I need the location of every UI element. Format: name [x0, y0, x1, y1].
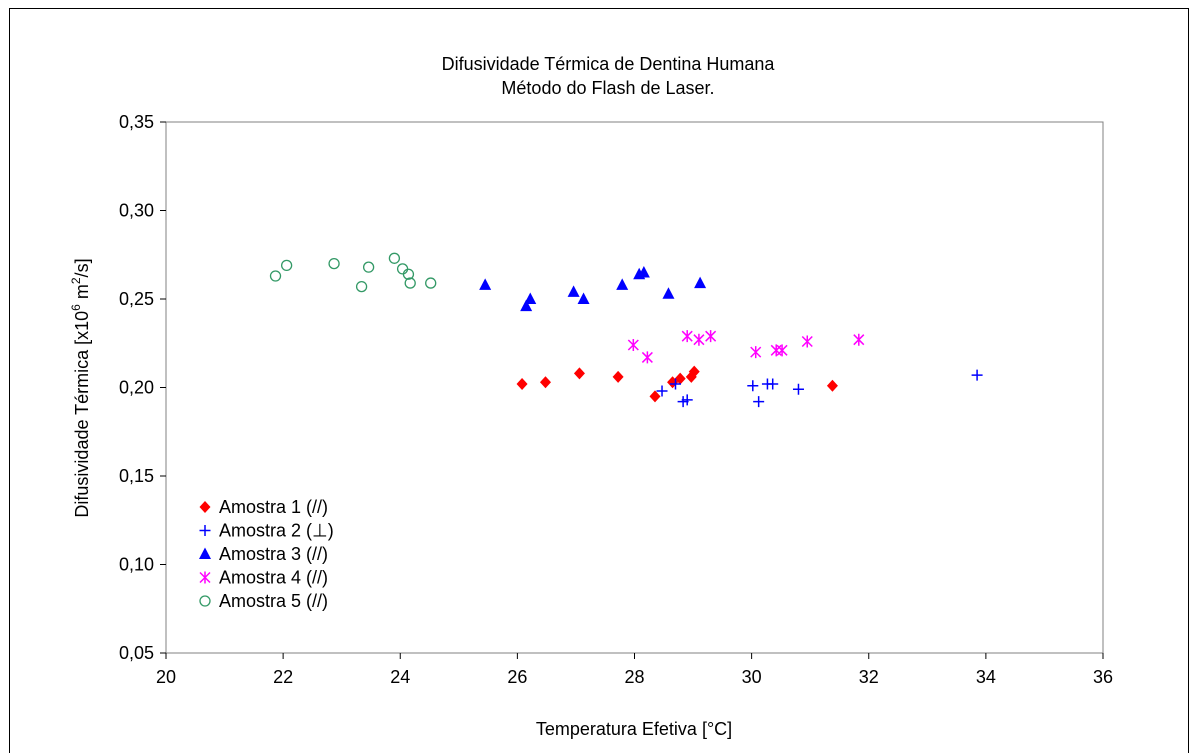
data-point-series-1 — [516, 377, 528, 390]
data-point-series-3 — [662, 287, 675, 299]
legend-label-1: Amostra 1 (//) — [219, 497, 328, 517]
data-point-series-1 — [612, 370, 624, 383]
data-point-series-3 — [520, 299, 533, 312]
data-point-series-4 — [705, 330, 717, 343]
data-point-series-4 — [627, 339, 639, 352]
data-point-series-1 — [688, 365, 700, 378]
y-tick-label: 0,30 — [119, 201, 154, 221]
x-tick-label: 24 — [390, 667, 410, 687]
y-tick-label: 0,15 — [119, 466, 154, 486]
legend-marker-3 — [199, 547, 211, 559]
data-point-series-3 — [694, 276, 707, 289]
data-point-series-4 — [801, 335, 813, 348]
x-tick-label: 28 — [624, 667, 644, 687]
data-point-series-3 — [616, 278, 629, 290]
legend-marker-1 — [199, 501, 211, 513]
data-point-series-5 — [280, 259, 293, 272]
data-point-series-1 — [674, 372, 686, 385]
data-point-series-2 — [747, 380, 759, 392]
data-point-series-2 — [753, 396, 765, 408]
y-axis: 0,05 0,10 0,15 0,20 0,25 0,30 0,35 — [119, 112, 166, 663]
data-point-series-5 — [328, 257, 340, 270]
data-point-series-1 — [649, 390, 661, 403]
chart-title-line2: Método do Flash de Laser. — [501, 78, 714, 98]
legend-label-4: Amostra 4 (//) — [219, 568, 328, 588]
legend-marker-2 — [199, 525, 211, 536]
data-point-series-5 — [402, 268, 415, 280]
y-tick-label: 0,35 — [119, 112, 154, 132]
y-tick-label: 0,05 — [119, 643, 154, 663]
data-point-series-4 — [641, 351, 653, 364]
data-point-series-2 — [669, 378, 681, 390]
x-tick-label: 20 — [156, 667, 176, 687]
legend-label-2: Amostra 2 (⊥) — [219, 521, 334, 541]
data-point-series-3 — [567, 285, 580, 297]
data-point-series-4 — [693, 333, 705, 346]
data-point-series-4 — [853, 333, 865, 346]
data-point-series-4 — [681, 330, 693, 343]
chart-title-line1: Difusividade Térmica de Dentina Humana — [442, 54, 776, 74]
y-axis-label: Difusividade Térmica [x106 m2/s] — [69, 258, 92, 517]
x-tick-label: 30 — [742, 667, 762, 687]
legend-label-3: Amostra 3 (//) — [219, 544, 328, 564]
x-tick-label: 26 — [507, 667, 527, 687]
data-point-series-2 — [681, 394, 693, 406]
data-point-series-2 — [656, 385, 668, 397]
data-point-series-3 — [577, 292, 590, 304]
x-tick-label: 36 — [1093, 667, 1113, 687]
data-point-series-2 — [767, 378, 779, 390]
x-tick-label: 22 — [273, 667, 293, 687]
data-point-series-3 — [637, 265, 650, 278]
data-point-series-5 — [269, 270, 282, 282]
x-axis: 20 22 24 26 28 30 32 34 36 — [156, 653, 1113, 687]
y-tick-label: 0,25 — [119, 289, 154, 309]
data-point-series-2 — [792, 383, 804, 395]
legend-marker-4 — [199, 571, 211, 584]
legend-label-5: Amostra 5 (//) — [219, 591, 328, 611]
data-point-series-3 — [479, 278, 492, 290]
data-point-series-5 — [355, 280, 368, 293]
data-point-series-5 — [425, 277, 437, 289]
legend-marker-5 — [199, 595, 211, 607]
x-tick-label: 34 — [976, 667, 996, 687]
data-points — [269, 252, 983, 408]
data-point-series-1 — [826, 379, 838, 392]
data-point-series-4 — [776, 344, 788, 357]
legend: Amostra 1 (//) Amostra 2 (⊥) Amostra 3 (//… — [199, 497, 334, 611]
data-point-series-5 — [362, 261, 375, 273]
x-tick-label: 32 — [859, 667, 879, 687]
chart-frame — [9, 8, 1189, 753]
y-tick-label: 0,10 — [119, 555, 154, 575]
data-point-series-4 — [750, 346, 762, 359]
data-point-series-5 — [404, 277, 416, 289]
data-point-series-2 — [971, 369, 983, 381]
x-axis-label: Temperatura Efetiva [°C] — [536, 719, 732, 739]
y-tick-label: 0,20 — [119, 378, 154, 398]
data-point-series-5 — [388, 252, 401, 264]
data-point-series-1 — [573, 367, 585, 380]
data-point-series-3 — [524, 292, 537, 304]
data-point-series-1 — [539, 376, 551, 389]
